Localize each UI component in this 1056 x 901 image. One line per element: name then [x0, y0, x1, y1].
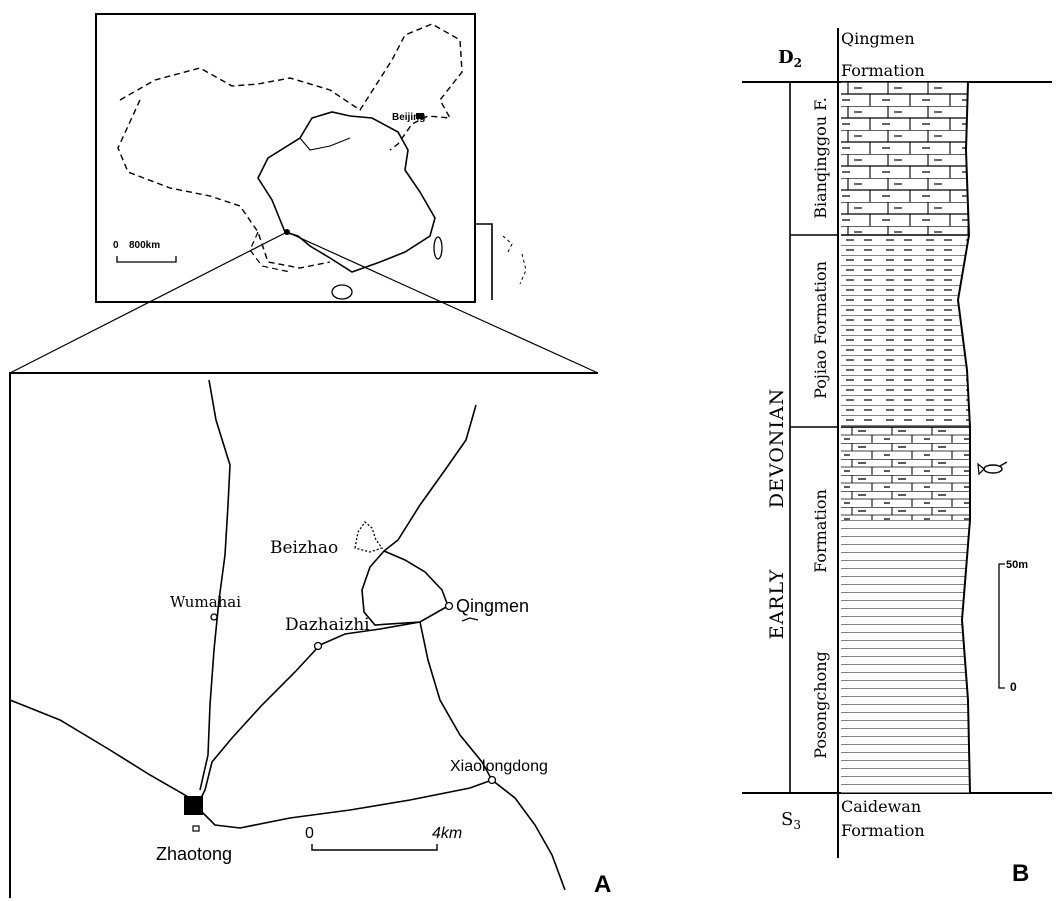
lith-posongchong-upper	[841, 427, 970, 520]
inset-frame	[95, 13, 476, 303]
wumahai-marker	[210, 613, 218, 621]
zhaotong-label: Zhaotong	[156, 844, 232, 864]
dazhaizhi-label: Dazhaizhi	[285, 615, 370, 635]
panel-a: Beijing 0 800km	[9, 13, 611, 898]
period-label: DEVONIAN	[766, 388, 788, 509]
inset-scale-bar	[116, 256, 177, 263]
posongchong-label: Posongchong	[811, 651, 830, 759]
road-north	[383, 404, 477, 552]
wumahai-label: Wumahai	[170, 593, 241, 611]
dazhaizhi-marker	[313, 641, 323, 651]
sea-subbox	[475, 223, 493, 300]
km-scale-value: 4km	[432, 825, 462, 842]
locality-frame	[9, 372, 598, 898]
taiwan-island	[433, 236, 443, 260]
bottom-formation-line2: Formation	[841, 821, 925, 840]
road-wumahai	[199, 379, 231, 791]
sea-islands	[502, 235, 513, 253]
road-loop-west	[361, 550, 421, 626]
beizhao-lake	[354, 521, 384, 553]
epoch-label: EARLY	[766, 569, 788, 640]
road-zhaotong-xiaolongdong	[199, 779, 493, 829]
road-west	[9, 699, 201, 806]
projection-line-right	[286, 231, 599, 374]
panel-b-label: B	[1012, 860, 1029, 887]
zhaotong-small-marker	[192, 825, 200, 832]
zhaotong-city-marker	[184, 796, 203, 815]
bottom-formation-line1: Caidewan	[841, 797, 921, 816]
lithology-column	[841, 81, 971, 794]
lith-bianqinggou	[841, 82, 969, 235]
qingmen-marker	[444, 601, 454, 611]
fish-locality-mark	[461, 617, 479, 622]
projection-line-left	[9, 231, 288, 374]
beijing-marker	[416, 113, 424, 119]
road-southeast	[491, 779, 566, 891]
sea-islands-2	[519, 253, 527, 285]
hainan-island	[331, 284, 353, 300]
thickness-scale-bar	[998, 563, 1005, 689]
road-xiaolongdong-loop	[419, 621, 493, 781]
beijing-label: Beijing	[392, 112, 425, 123]
top-formation-line1: Qingmen	[841, 29, 915, 48]
xiaolongdong-label: Xiaolongdong	[450, 758, 548, 775]
qingmen-label: Qingmen	[456, 596, 529, 616]
road-qingmen-dazhaizhi	[319, 605, 449, 646]
coast-detail	[299, 137, 351, 151]
posongchong-formation-label: Formation	[811, 489, 830, 573]
china-border-south	[249, 231, 291, 273]
thickness-scale: 50m 0	[998, 559, 1028, 694]
km-scale-bar	[311, 844, 438, 851]
locality-map: Beizhao Wumahai Dazhaizhi Qingmen Xiaolo…	[9, 372, 598, 898]
pojiao-label: Pojiao Formation	[811, 261, 830, 399]
thickness-scale-bottom: 0	[1010, 680, 1017, 694]
beizhao-label: Beizhao	[270, 538, 338, 558]
fish-fossil-icon	[977, 461, 1008, 476]
xiaolongdong-marker	[487, 775, 497, 785]
column-right-edge	[956, 81, 971, 794]
study-region-outline	[257, 111, 436, 273]
top-formation-line2: Formation	[841, 61, 925, 80]
bottom-age-label: S3	[781, 809, 801, 832]
panel-b: D2 Qingmen Formation DEVONIAN EAR	[742, 28, 1052, 887]
road-dazhaizhi-zhaotong	[199, 644, 321, 801]
km-scale-zero: 0	[305, 825, 314, 842]
road-loop-east	[383, 550, 449, 607]
inset-scale-zero: 0	[113, 240, 119, 251]
china-border	[117, 23, 463, 269]
lith-posongchong-lower	[841, 520, 970, 793]
thickness-scale-top: 50m	[1006, 559, 1028, 571]
inset-scale-value: 800km	[129, 240, 160, 251]
bianqinggou-label: Bianqinggou F.	[811, 97, 830, 219]
top-age-label: D2	[778, 47, 802, 70]
panel-a-label: A	[594, 871, 611, 898]
china-inset-map: Beijing 0 800km	[95, 13, 527, 303]
lith-pojiao	[841, 235, 970, 427]
